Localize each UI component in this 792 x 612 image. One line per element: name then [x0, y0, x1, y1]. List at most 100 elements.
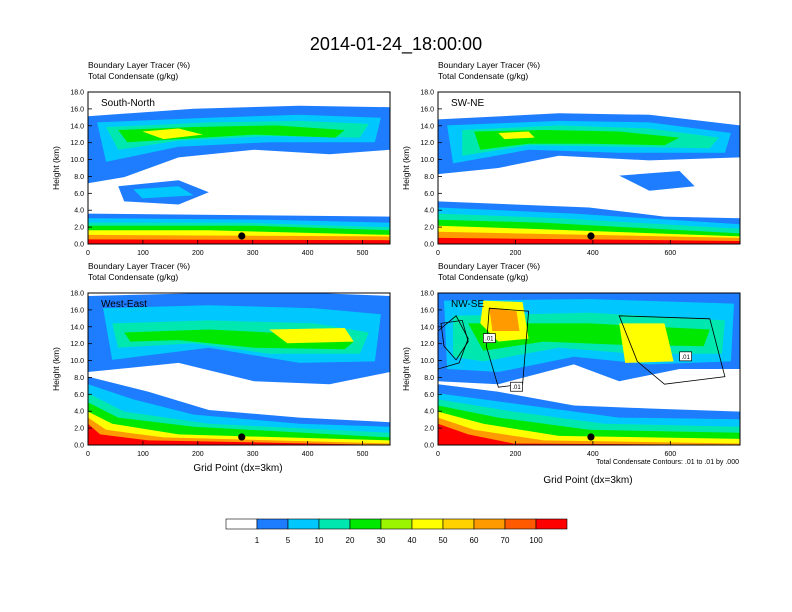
panel-title-line1: Boundary Layer Tracer (%) [88, 60, 190, 70]
colorbar-swatch [535, 518, 568, 530]
y-tick-label: 8.0 [424, 375, 434, 382]
tracer-region-13 [88, 239, 390, 244]
colorbar-swatch [380, 518, 413, 530]
field-shading [88, 293, 390, 445]
x-tick-label: 300 [247, 451, 259, 458]
tracer-region-10 [142, 128, 203, 140]
condensate-contour-3 [618, 315, 726, 385]
y-tick-label: 10.0 [70, 157, 84, 164]
colorbar-swatch [287, 518, 320, 530]
y-tick-label: 14.0 [420, 123, 434, 130]
y-tick-label: 4.0 [74, 208, 84, 215]
y-tick-label: 8.0 [74, 174, 84, 181]
field-shading [88, 92, 390, 244]
tracer-region-9 [619, 323, 674, 363]
location-marker [238, 433, 246, 441]
x-tick-label: 200 [192, 250, 204, 257]
condensate-contour-1 [440, 319, 469, 361]
y-tick-label: 2.0 [74, 225, 84, 232]
y-tick-label: 6.0 [74, 392, 84, 399]
y-tick-label: 14.0 [70, 324, 84, 331]
location-marker [587, 433, 595, 441]
y-tick-label: 10.0 [420, 358, 434, 365]
colorbar-label: 70 [501, 536, 510, 545]
y-tick-label: 8.0 [424, 174, 434, 181]
plot-frame [87, 91, 391, 245]
x-tick-label: 0 [86, 451, 90, 458]
figure-title: 2014-01-24_18:00:00 [310, 34, 482, 55]
y-tick-label: 12.0 [70, 140, 84, 147]
colorbar-swatch [473, 518, 506, 530]
y-tick-label: 12.0 [70, 341, 84, 348]
panel-title-line2: Total Condensate (g/kg) [438, 71, 528, 81]
x-tick-label: 0 [436, 451, 440, 458]
x-axis-title-left: Grid Point (dx=3km) [193, 463, 282, 474]
y-tick-label: 8.0 [74, 375, 84, 382]
tracer-region-9 [498, 131, 535, 140]
panel-title-line2: Total Condensate (g/kg) [88, 272, 178, 282]
y-tick-label: 6.0 [74, 191, 84, 198]
x-tick-label: 200 [510, 451, 522, 458]
colorbar-swatch [349, 518, 382, 530]
y-axis-title: Height (km) [401, 146, 411, 190]
x-tick-label: 400 [587, 250, 599, 257]
x-tick-label: 100 [137, 250, 149, 257]
panel-2: Boundary Layer Tracer (%)Total Condensat… [51, 261, 391, 458]
tracer-region-13 [438, 423, 740, 445]
colorbar-swatch [318, 518, 351, 530]
colorbar: 1 5 10 20 30 40 50 60 70 100 [225, 518, 568, 545]
y-tick-label: 16.0 [70, 106, 84, 113]
y-tick-label: 14.0 [70, 123, 84, 130]
y-tick-label: 4.0 [424, 409, 434, 416]
x-tick-label: 400 [302, 250, 314, 257]
panel-label: NW-SE [451, 299, 484, 310]
x-tick-label: 600 [664, 451, 676, 458]
y-tick-label: 12.0 [420, 140, 434, 147]
panel-label: West-East [101, 299, 147, 310]
contour-label: .01 [512, 385, 521, 391]
tracer-region-8 [269, 328, 354, 344]
colorbar-label: 30 [377, 536, 386, 545]
colorbar-label: 5 [286, 536, 291, 545]
colorbar-label: 1 [255, 536, 260, 545]
y-tick-label: 10.0 [420, 157, 434, 164]
colorbar-label: 20 [346, 536, 355, 545]
y-tick-label: 18.0 [70, 90, 84, 97]
panel-title-line2: Total Condensate (g/kg) [438, 272, 528, 282]
panel-label: SW-NE [451, 98, 484, 109]
plot-frame [437, 91, 741, 245]
colorbar-swatch [504, 518, 537, 530]
y-tick-label: 14.0 [420, 324, 434, 331]
panels: Boundary Layer Tracer (%)Total Condensat… [51, 60, 741, 458]
y-tick-label: 18.0 [420, 291, 434, 298]
colorbar-label: 40 [408, 536, 417, 545]
panel-title-line1: Boundary Layer Tracer (%) [438, 261, 540, 271]
colorbar-label: 50 [439, 536, 448, 545]
y-tick-label: 2.0 [74, 426, 84, 433]
colorbar-label: 10 [315, 536, 324, 545]
panel-0: Boundary Layer Tracer (%)Total Condensat… [51, 60, 391, 257]
panel-label: South-North [101, 98, 155, 109]
colorbar-label: 100 [529, 536, 543, 545]
y-axis-title: Height (km) [51, 347, 61, 391]
location-marker [238, 232, 246, 240]
y-tick-label: 18.0 [70, 291, 84, 298]
x-tick-label: 400 [302, 451, 314, 458]
field-shading [438, 92, 740, 244]
contour-label-box [679, 351, 692, 362]
location-marker [587, 232, 595, 240]
y-tick-label: 16.0 [70, 307, 84, 314]
y-axis-title: Height (km) [401, 347, 411, 391]
x-tick-label: 600 [664, 250, 676, 257]
x-tick-label: 200 [510, 250, 522, 257]
tracer-region-4 [133, 186, 194, 199]
y-tick-label: 16.0 [420, 106, 434, 113]
x-tick-label: 500 [357, 250, 369, 257]
x-tick-label: 200 [192, 451, 204, 458]
y-tick-label: 0.0 [424, 242, 434, 249]
y-tick-label: 2.0 [424, 225, 434, 232]
panel-3: Boundary Layer Tracer (%)Total Condensat… [401, 261, 741, 458]
colorbar-swatch [411, 518, 444, 530]
colorbar-swatch [256, 518, 289, 530]
